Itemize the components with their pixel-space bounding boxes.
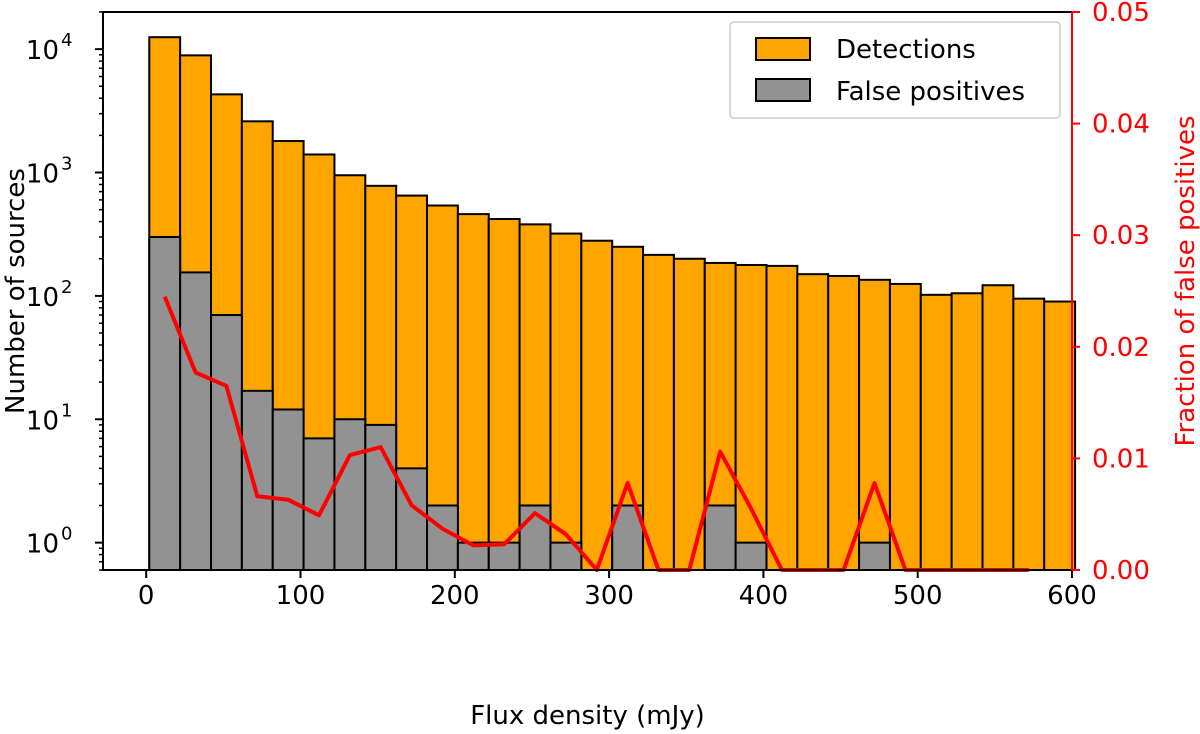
y-tick-exponent: 4 (61, 30, 72, 51)
x-axis: 0 100 200 300 400 500 600 (138, 570, 1097, 611)
false-positive-bar (302, 437, 336, 571)
y-tick-label: 10 (26, 36, 59, 66)
y2-tick-label: 0.05 (1092, 0, 1150, 28)
detection-bar (858, 278, 891, 571)
detection-bar (1012, 297, 1046, 571)
false-positive-bar (148, 236, 182, 572)
detection-bar (796, 273, 830, 571)
y-axis-right: 0.00 0.01 0.02 0.03 0.04 0.05 (1071, 0, 1150, 586)
y-tick-base: 10 (26, 406, 59, 436)
y-axis-title: Number of sources (1, 168, 31, 414)
y2-axis-title: Fraction of false positives (1171, 115, 1200, 446)
y-tick-exponent: 0 (61, 524, 72, 545)
false-positive-bar (426, 504, 459, 571)
y-tick-exponent: 3 (61, 154, 72, 175)
y2-tick-label: 0.03 (1092, 221, 1150, 251)
legend-swatch-detections (755, 37, 811, 61)
y2-tick-label: 0.00 (1092, 556, 1150, 586)
detection-bar (487, 217, 521, 571)
false-positive-bar (858, 541, 891, 571)
detection-bar (642, 253, 675, 572)
y-tick-label: 10 (26, 160, 59, 190)
detection-bar (981, 284, 1015, 571)
legend-swatch-false-positives (755, 78, 811, 102)
y2-tick-label: 0.01 (1092, 444, 1150, 474)
x-tick-label: 0 (138, 581, 155, 611)
detection-bar (919, 293, 953, 571)
y2-tick-label: 0.04 (1092, 110, 1150, 140)
y-tick-base: 10 (26, 530, 59, 560)
false-positive-bar (518, 504, 552, 571)
false-positive-bar (271, 408, 305, 571)
x-tick-label: 600 (1047, 581, 1097, 611)
y-tick-label: 10 (26, 406, 59, 436)
false-positive-bar (333, 418, 367, 572)
y-tick-label: 10 (26, 530, 59, 560)
y-tick-label: 10 (26, 283, 59, 313)
false-positive-bar (487, 541, 521, 571)
detection-bar (950, 292, 984, 571)
x-tick-label: 400 (739, 581, 789, 611)
legend-label-false-positives: False positives (836, 77, 1025, 107)
detection-bar (888, 282, 922, 571)
false-positive-bar (179, 271, 213, 571)
detection-bar (765, 264, 799, 571)
detection-bar (1043, 300, 1077, 571)
legend: Detections False positives (729, 21, 1061, 119)
x-tick-label: 200 (430, 581, 480, 611)
legend-box (729, 21, 1061, 119)
false-positive-bar (703, 504, 737, 571)
detection-bar (734, 263, 768, 571)
detection-bar (456, 213, 490, 572)
false-positive-bar (240, 389, 274, 572)
y-tick-exponent: 1 (61, 400, 72, 421)
false-positive-bar (734, 541, 768, 571)
y-tick-base: 10 (26, 283, 59, 313)
detection-bar (827, 274, 861, 571)
legend-label-detections: Detections (836, 35, 976, 65)
detection-bar (580, 239, 614, 571)
x-axis-title: Flux density (mJy) (470, 701, 705, 731)
x-tick-label: 100 (276, 581, 326, 611)
detection-bar (549, 232, 583, 572)
x-tick-label: 500 (893, 581, 943, 611)
y-tick-base: 10 (26, 160, 59, 190)
y2-tick-label: 0.02 (1092, 333, 1150, 363)
false-positive-bar (210, 313, 243, 571)
x-tick-label: 300 (584, 581, 634, 611)
y-tick-exponent: 2 (61, 277, 72, 298)
y-tick-base: 10 (26, 36, 59, 66)
